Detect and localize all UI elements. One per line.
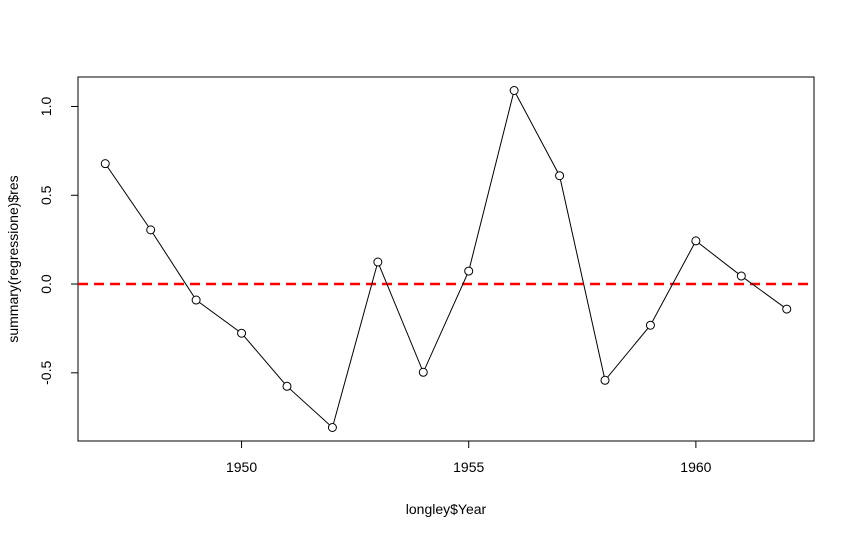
y-tick-label: 1.0	[38, 97, 54, 117]
data-point	[691, 236, 701, 246]
x-tick-label: 1950	[226, 459, 257, 475]
data-point	[191, 295, 201, 305]
y-tick-label: -0.5	[38, 361, 54, 385]
y-tick-label: 0.0	[38, 274, 54, 294]
data-point	[600, 375, 610, 385]
data-point	[555, 171, 565, 181]
data-point	[645, 320, 655, 330]
y-tick-label: 0.5	[38, 185, 54, 205]
x-tick-label: 1960	[680, 459, 711, 475]
x-axis-label: longley$Year	[406, 501, 487, 517]
x-tick-label: 1955	[453, 459, 484, 475]
data-point	[327, 423, 337, 433]
y-axis-label: summary(regressione)$res	[5, 175, 21, 342]
data-point	[282, 381, 292, 391]
plot-box	[77, 76, 815, 442]
data-point	[100, 159, 110, 169]
data-point	[464, 266, 474, 276]
data-point	[509, 85, 519, 95]
data-point	[418, 367, 428, 377]
data-point	[146, 225, 156, 235]
data-point	[736, 271, 746, 281]
data-point	[782, 304, 792, 314]
series-line	[104, 89, 788, 429]
data-point	[373, 257, 383, 267]
data-point	[237, 328, 247, 338]
